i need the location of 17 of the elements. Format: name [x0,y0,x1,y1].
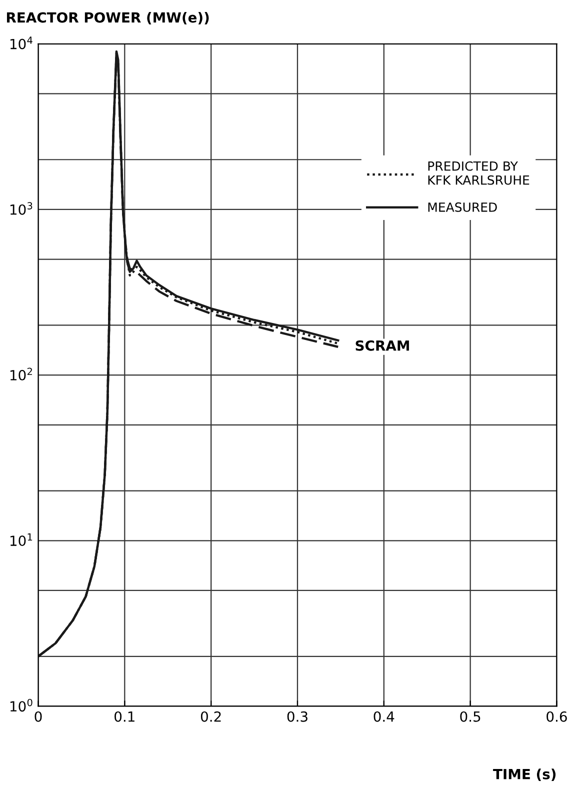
x-tick-label: 0.6 [546,711,567,722]
x-axis-title: TIME (s) [493,768,556,781]
x-tick-label: 0 [34,711,42,722]
x-tick-label: 0.2 [200,711,221,722]
x-tick-label: 0.4 [374,711,394,722]
y-tick-label: 10$^{0}$ [10,698,32,712]
y-axis-title: REACTOR POWER (MW(e)) [6,12,209,24]
x-tick-label: 0.5 [460,711,480,722]
legend-label: PREDICTED BY KFK KARLSRUHE [428,161,530,185]
y-tick-label: 10$^{3}$ [10,202,32,215]
y-tick-label: 10$^{1}$ [10,533,32,546]
x-tick-label: 0.3 [287,711,308,722]
annotation: SCRAM [356,340,409,351]
y-tick-label: 10$^{4}$ [10,36,32,50]
legend-label: MEASURED [428,202,497,212]
y-tick-label: 10$^{2}$ [10,368,32,380]
x-tick-label: 0.1 [114,711,134,722]
